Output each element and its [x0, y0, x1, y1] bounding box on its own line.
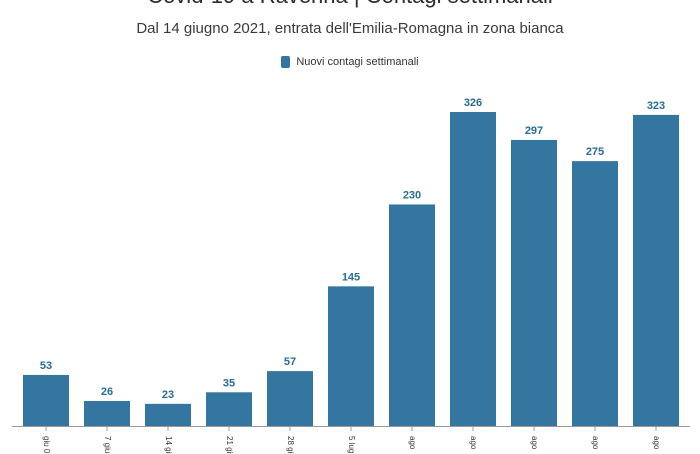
data-label: 230 — [403, 189, 421, 201]
bar — [511, 139, 557, 427]
x-tick-label: ago — [408, 436, 417, 450]
x-tick-label: ago — [530, 436, 539, 450]
bar — [206, 392, 252, 426]
bar — [23, 374, 69, 426]
legend: Nuovi contagi settimanali — [0, 56, 700, 68]
legend-swatch — [281, 56, 291, 68]
data-label: 323 — [647, 100, 665, 112]
bar — [389, 204, 435, 426]
chart-subtitle: Dal 14 giugno 2021, entrata dell'Emilia-… — [136, 20, 564, 37]
x-tick-label: 21 giu — [225, 436, 234, 454]
data-label: 57 — [284, 356, 296, 368]
x-tick-label: ago — [469, 436, 478, 450]
bar — [450, 112, 496, 426]
data-label: 53 — [40, 360, 52, 372]
x-tick-label: ago — [591, 436, 600, 450]
bar — [633, 114, 679, 426]
data-label: 35 — [223, 377, 235, 389]
chart-title: Covid-19 a Ravenna | Contagi settimanali — [0, 0, 700, 9]
x-tick-label: 5 lug — [347, 436, 356, 453]
bar — [84, 400, 130, 426]
x-tick-label: 28 giu — [286, 436, 295, 454]
data-label: 275 — [586, 146, 604, 158]
x-tick-label: ago — [652, 436, 661, 450]
x-tick-label: giu 0 — [42, 436, 51, 454]
bar — [145, 403, 191, 426]
data-label: 145 — [342, 271, 360, 283]
x-tick-label: 14 giu — [164, 436, 173, 454]
bar — [267, 371, 313, 426]
bar — [328, 286, 374, 426]
data-label: 297 — [525, 125, 543, 137]
data-label: 326 — [464, 97, 482, 109]
bar — [572, 161, 618, 427]
x-tick-label: 7 giu — [103, 436, 112, 453]
data-label: 23 — [162, 389, 174, 401]
legend-label: Nuovi contagi settimanali — [296, 56, 419, 68]
data-label: 26 — [101, 386, 113, 398]
